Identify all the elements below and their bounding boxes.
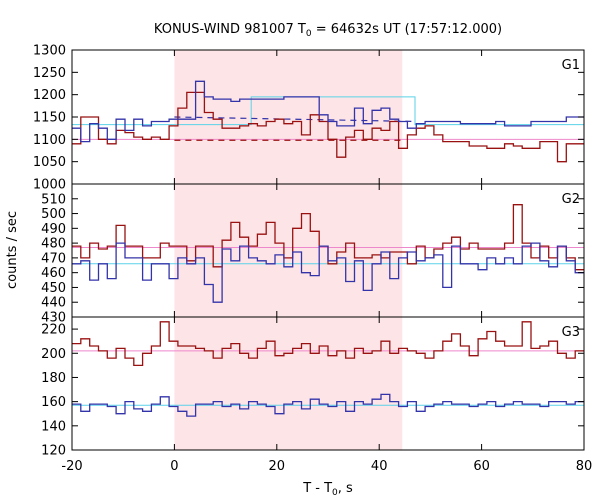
panel-g1-ytick-label: 1100: [33, 133, 66, 148]
panel-g2-ytick-label: 470: [41, 251, 66, 266]
x-axis-label: T - T0, s: [302, 481, 353, 498]
panel-g3-ytick-label: 200: [41, 347, 66, 362]
panel-g3-ytick-label: 180: [41, 371, 66, 386]
panel-g1-ytick-label: 1250: [33, 66, 66, 81]
panel-g1-label: G1: [562, 58, 580, 73]
panel-g3-ytick-label: 140: [41, 419, 66, 434]
panel-g2-ytick-label: 500: [41, 207, 66, 222]
panel-g1-ytick-label: 1050: [33, 155, 66, 170]
panel-g3-ytick-label: 220: [41, 323, 66, 338]
chart-title: KONUS-WIND 981007 T0 = 64632s UT (17:57:…: [154, 22, 502, 39]
panel-g3-ytick-label: 120: [41, 444, 66, 459]
x-tick-label: 80: [576, 459, 593, 474]
chart-title-sub: 0: [306, 29, 312, 39]
panel-g2-label: G2: [562, 192, 580, 207]
x-axis-label-sub: 0: [332, 488, 338, 498]
panel-g3-label: G3: [562, 325, 580, 340]
panel-g1-blue-fit: [72, 96, 584, 126]
y-axis-label: counts / sec: [5, 211, 20, 289]
panel-g2-ytick-label: 480: [41, 237, 66, 252]
plot-layer: 1000105011001150120012501300G14304404504…: [33, 44, 592, 475]
x-tick-label: -20: [61, 459, 82, 474]
chart-title-main: KONUS-WIND 981007 T: [154, 22, 306, 37]
panel-g2-ytick-label: 460: [41, 266, 66, 281]
x-tick-label: 40: [371, 459, 388, 474]
x-tick-label: 20: [269, 459, 286, 474]
panel-g1-ytick-label: 1200: [33, 88, 66, 103]
x-tick-label: 0: [170, 459, 178, 474]
panel-g2-blue-series: [72, 242, 584, 303]
x-axis-label-main: T - T: [302, 481, 332, 496]
panel-g1-blue-series: [72, 80, 584, 143]
panel-g3-red-series: [72, 321, 584, 367]
panel-g1-red-series: [72, 91, 584, 163]
panel-g1-ytick-label: 1000: [33, 178, 66, 193]
panel-g2-ytick-label: 510: [41, 192, 66, 207]
panel-g1-ytick-label: 1300: [33, 44, 66, 59]
x-tick-label: 60: [473, 459, 490, 474]
panel-g2-ytick-label: 430: [41, 311, 66, 326]
panel-g1-ytick-label: 1150: [33, 111, 66, 126]
panel-g2-ytick-label: 450: [41, 281, 66, 296]
panel-g2-ytick-label: 490: [41, 222, 66, 237]
panel-g1-blue-dashed: [174, 116, 416, 123]
panel-g3-blue-series: [72, 393, 584, 417]
x-axis-label-rest: , s: [338, 481, 353, 496]
panel-g2-ytick-label: 440: [41, 296, 66, 311]
chart-title-rest: = 64632s UT (17:57:12.000): [312, 22, 502, 37]
panel-g3-frame: [71, 316, 585, 451]
panel-g3-ytick-label: 160: [41, 395, 66, 410]
interval-shade: [174, 50, 403, 450]
